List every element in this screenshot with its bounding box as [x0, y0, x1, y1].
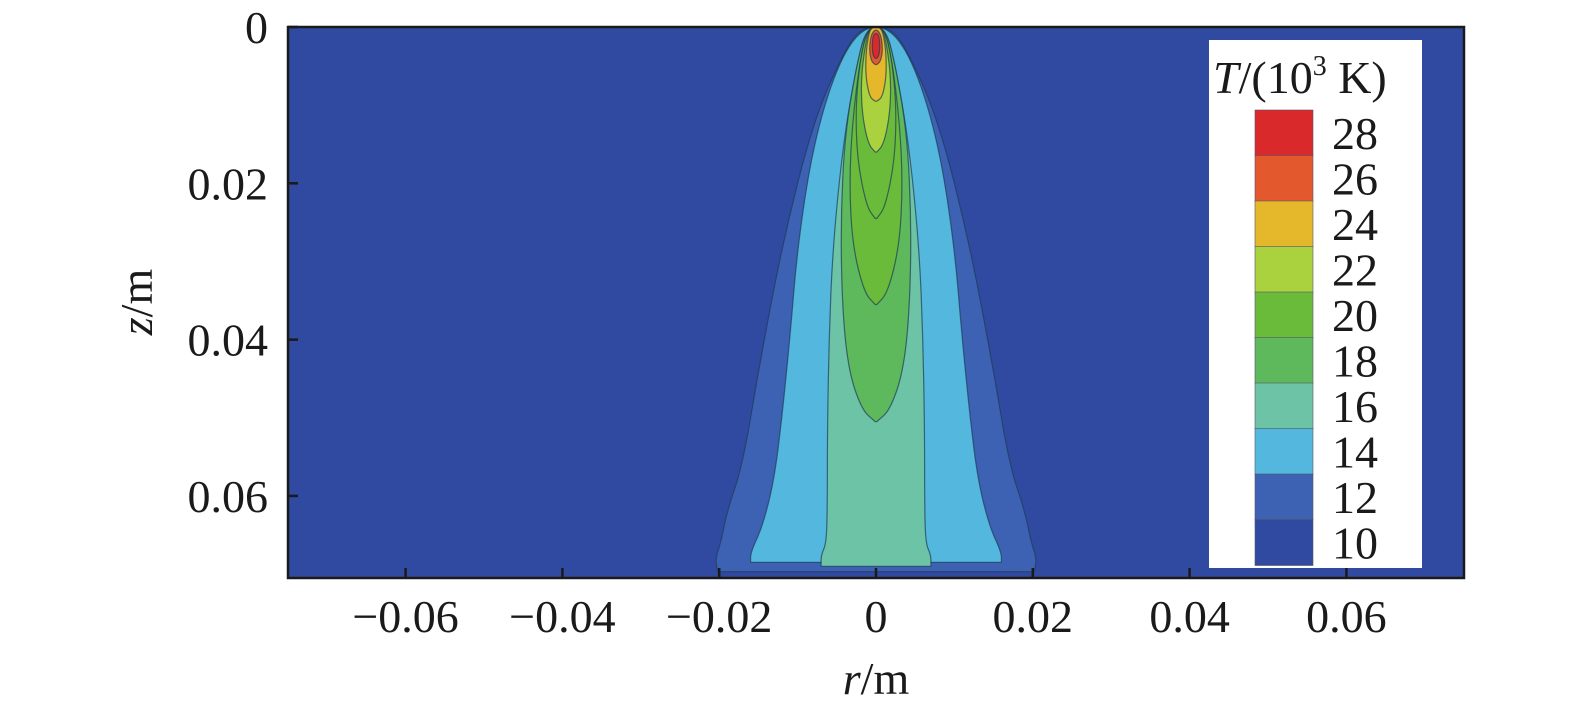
- legend-swatches: [1254, 109, 1314, 566]
- legend-swatch-20: [1254, 291, 1314, 339]
- x-axis-title: r/m: [843, 653, 910, 704]
- contour-fills: [715, 27, 1037, 573]
- legend-swatch-14: [1254, 428, 1314, 475]
- x-tick-label: 0: [865, 591, 888, 642]
- legend-title: T/(103 K): [1213, 51, 1387, 103]
- legend-swatch-10: [1254, 519, 1314, 566]
- legend-label-22: 22: [1332, 244, 1378, 295]
- legend-label-20: 20: [1332, 290, 1378, 341]
- legend-swatch-28: [1254, 109, 1314, 157]
- y-tick-label: 0.04: [188, 315, 269, 366]
- legend-label-24: 24: [1332, 199, 1378, 250]
- legend-box: [1209, 40, 1422, 568]
- x-tick-label: 0.02: [993, 591, 1074, 642]
- y-axis-title: z/m: [111, 269, 162, 337]
- legend-swatch-26: [1254, 155, 1314, 202]
- y-axis-ticks: 0 0.02 0.04 0.06: [188, 2, 298, 522]
- legend-label-16: 16: [1332, 381, 1378, 432]
- x-tick-label: −0.06: [352, 591, 458, 642]
- legend-swatch-22: [1254, 246, 1314, 293]
- legend-label-18: 18: [1332, 335, 1378, 386]
- x-tick-label: −0.02: [666, 591, 772, 642]
- y-tick-label: 0.02: [188, 158, 269, 209]
- legend-swatch-16: [1254, 382, 1314, 430]
- legend-label-26: 26: [1332, 153, 1378, 204]
- legend-label-14: 14: [1332, 426, 1378, 477]
- legend-label-10: 10: [1332, 517, 1378, 568]
- legend-swatch-18: [1254, 337, 1314, 384]
- legend-swatch-24: [1254, 200, 1314, 248]
- legend-label-28: 28: [1332, 108, 1378, 159]
- y-tick-label: 0: [245, 2, 268, 53]
- legend-label-12: 12: [1332, 472, 1378, 523]
- legend-swatch-12: [1254, 473, 1314, 521]
- x-axis-ticks: −0.06 −0.04 −0.02 0 0.02 0.04 0.06: [352, 568, 1387, 642]
- x-tick-label: 0.06: [1306, 591, 1387, 642]
- contour-level-28: [871, 32, 881, 59]
- y-tick-label: 0.06: [188, 471, 269, 522]
- x-tick-label: 0.04: [1149, 591, 1230, 642]
- x-tick-label: −0.04: [509, 591, 615, 642]
